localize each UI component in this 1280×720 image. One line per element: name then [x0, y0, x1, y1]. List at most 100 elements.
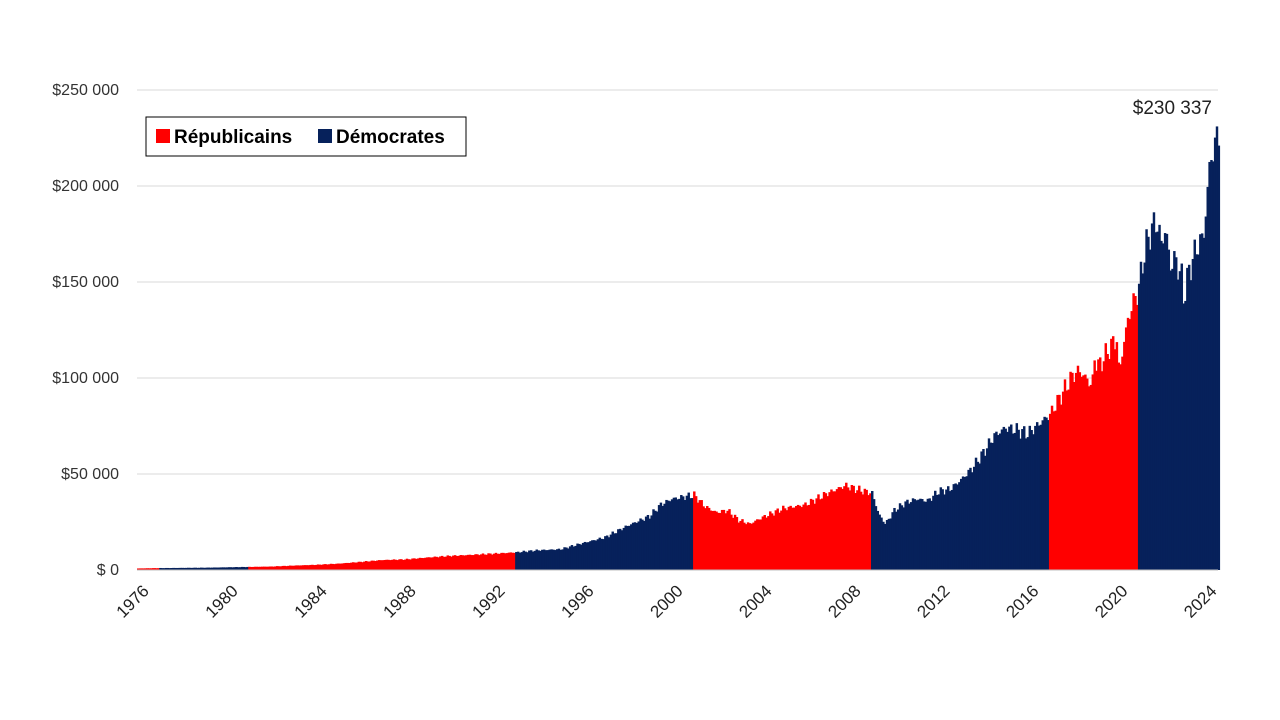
y-tick-label: $200 000	[52, 178, 119, 195]
area-bar	[1113, 349, 1117, 570]
area-bar	[481, 553, 485, 570]
area-bar	[1111, 336, 1115, 570]
area-bar	[998, 433, 1002, 570]
area-bar	[476, 554, 479, 570]
area-bar	[138, 568, 142, 570]
area-bar	[544, 550, 548, 570]
area-bar	[802, 504, 805, 570]
area-bar	[680, 495, 683, 570]
area-bar	[263, 566, 266, 570]
area-bar	[455, 556, 459, 570]
area-bar	[576, 543, 579, 570]
area-bar	[1002, 426, 1006, 570]
area-bar	[1050, 405, 1054, 570]
area-bar	[974, 457, 978, 570]
area-bar	[168, 568, 171, 570]
area-bar	[528, 550, 531, 570]
area-bar	[261, 566, 264, 570]
area-bar	[731, 517, 735, 570]
x-tick-label: 2008	[824, 581, 864, 621]
area-bar	[837, 487, 841, 570]
area-bar	[1137, 283, 1141, 570]
area-bar	[883, 523, 887, 570]
area-bar	[259, 566, 262, 570]
area-bar	[505, 553, 509, 570]
area-bar	[1008, 426, 1011, 570]
area-bar	[939, 487, 943, 570]
area-bar	[1019, 438, 1022, 570]
area-bar	[161, 568, 164, 570]
y-tick-label: $ 0	[97, 562, 119, 579]
area-bar	[172, 567, 175, 570]
area-bar	[379, 560, 383, 570]
area-bar	[146, 568, 149, 570]
area-bar	[859, 491, 863, 570]
area-bar	[756, 519, 759, 570]
area-bar	[904, 501, 907, 570]
area-bar	[982, 449, 985, 570]
area-bar	[909, 502, 913, 570]
area-bar	[409, 559, 412, 570]
area-bar	[674, 497, 677, 570]
area-bar	[665, 499, 668, 570]
y-tick-label: $100 000	[52, 370, 119, 387]
area-bar	[1115, 342, 1119, 570]
area-bar	[350, 562, 353, 570]
area-bar	[552, 549, 555, 570]
area-bar	[670, 499, 674, 570]
area-bar	[659, 502, 663, 570]
area-bar	[1010, 424, 1013, 570]
area-bar	[961, 476, 965, 570]
area-bar	[609, 534, 613, 570]
area-bar	[1147, 236, 1150, 570]
area-bar	[1217, 145, 1221, 570]
area-bar	[511, 552, 514, 570]
area-bar	[633, 522, 637, 570]
area-bar	[509, 552, 513, 570]
area-bar	[357, 561, 361, 570]
area-bar	[276, 566, 279, 570]
area-bar	[411, 558, 414, 570]
area-bar	[1124, 327, 1128, 570]
area-bar	[841, 488, 844, 570]
area-bar	[650, 515, 653, 570]
area-bar	[557, 548, 561, 570]
area-bar	[622, 527, 626, 570]
area-bar	[698, 500, 702, 570]
area-bar	[1176, 279, 1180, 570]
area-bar	[207, 567, 210, 570]
legend-label-republicains: Républicains	[174, 127, 292, 148]
area-bar	[457, 555, 461, 570]
area-bar	[567, 548, 570, 570]
area-bar	[667, 500, 670, 570]
area-bar	[1156, 231, 1159, 570]
area-bar	[1074, 372, 1078, 570]
area-bar	[824, 493, 828, 570]
area-bar	[1099, 357, 1102, 570]
area-bar	[854, 493, 857, 570]
area-bar	[1175, 257, 1178, 570]
area-bar	[1043, 416, 1046, 570]
area-bar	[969, 467, 972, 570]
area-bar	[361, 562, 364, 570]
area-bar	[359, 561, 362, 570]
legend-box	[145, 116, 467, 157]
area-bar	[322, 564, 325, 570]
area-bar	[224, 567, 227, 570]
area-bar	[183, 567, 186, 570]
area-bar	[346, 562, 349, 570]
area-bar	[1184, 300, 1187, 570]
area-bar	[965, 476, 968, 570]
area-bar	[869, 493, 872, 570]
area-bar	[1123, 341, 1126, 570]
area-bar	[1000, 429, 1004, 570]
area-bar	[947, 486, 950, 570]
area-bar	[1186, 267, 1189, 570]
area-bar	[922, 501, 926, 570]
area-bar	[1039, 424, 1043, 570]
area-bar	[1150, 223, 1154, 570]
area-bar	[1126, 317, 1130, 570]
area-bar	[865, 489, 868, 570]
area-bar	[157, 568, 160, 570]
area-bar	[943, 494, 946, 570]
